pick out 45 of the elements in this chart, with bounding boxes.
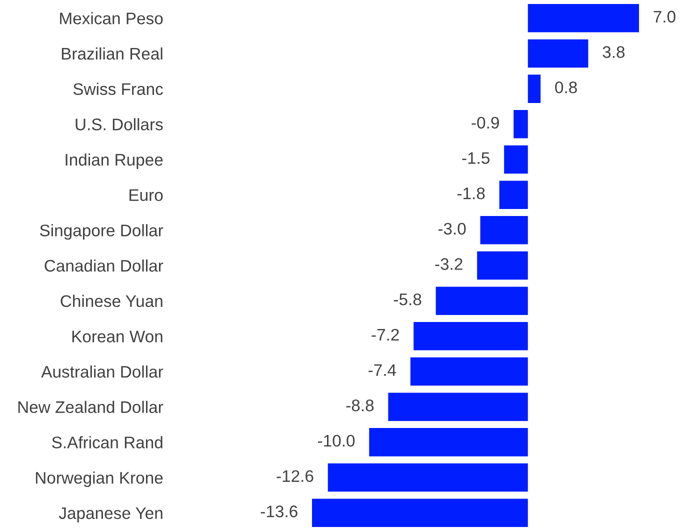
- data-label: -3.2: [435, 258, 462, 270]
- data-label: 0.8: [555, 81, 577, 94]
- y-tick-label: U.S. Dollars: [76, 118, 163, 130]
- bar: [369, 428, 528, 456]
- y-tick-label: Singapore Dollar: [40, 224, 164, 240]
- data-label: -10.0: [318, 434, 355, 447]
- data-label: -5.8: [394, 294, 422, 306]
- data-label: 3.8: [602, 46, 625, 58]
- y-tick-label: S.African Rand: [52, 436, 162, 448]
- bar: [312, 498, 528, 527]
- data-label: -1.8: [457, 187, 485, 200]
- bar: [388, 392, 528, 421]
- data-label: -8.8: [346, 400, 374, 412]
- y-tick-label: Norwegian Krone: [36, 471, 163, 488]
- bar: [504, 145, 528, 174]
- data-label: -7.4: [368, 364, 396, 376]
- data-label: -3.0: [438, 222, 466, 235]
- bar: [480, 216, 528, 244]
- bar: [436, 286, 528, 315]
- data-label: -7.2: [372, 328, 399, 340]
- bar: [528, 39, 588, 68]
- bar: [328, 463, 528, 492]
- bar: [499, 180, 528, 209]
- data-label: -0.9: [472, 116, 499, 129]
- y-tick-label: Brazilian Real: [62, 47, 162, 60]
- y-tick-label: Indian Rupee: [66, 153, 163, 169]
- y-tick-label: Australian Dollar: [41, 365, 164, 378]
- bar: [514, 110, 528, 138]
- bar: [410, 357, 528, 386]
- data-label: 7.0: [654, 10, 676, 23]
- y-tick-label: Mexican Peso: [60, 12, 163, 24]
- y-tick-label: Euro: [130, 189, 163, 202]
- bar: [528, 74, 541, 103]
- bar: [414, 322, 528, 350]
- y-tick-label: Korean Won: [72, 330, 162, 342]
- data-label: -13.6: [260, 506, 298, 518]
- bar: [528, 4, 639, 32]
- y-tick-label: Canadian Dollar: [44, 259, 164, 272]
- y-tick-label: New Zealand Dollar: [18, 400, 164, 414]
- y-tick-label: Japanese Yen: [58, 507, 162, 522]
- data-label: -12.6: [276, 470, 314, 482]
- y-tick-label: Chinese Yuan: [60, 294, 162, 308]
- bar: [477, 251, 528, 280]
- y-tick-label: Swiss Franc: [73, 82, 163, 96]
- data-label: -1.5: [462, 152, 490, 164]
